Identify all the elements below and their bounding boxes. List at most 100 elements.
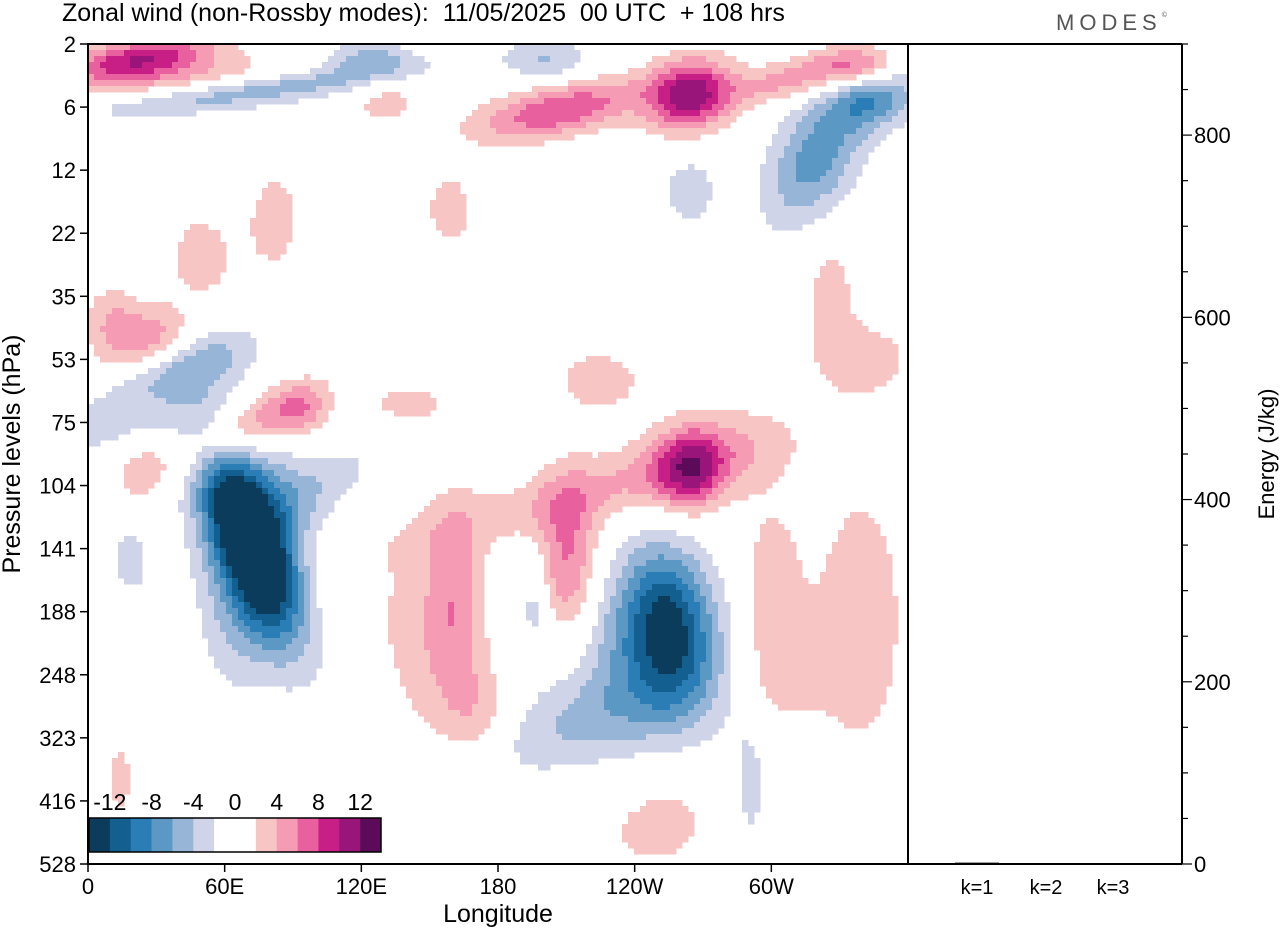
contour-cell [88, 314, 95, 321]
contour-cell [706, 50, 713, 57]
contour-cell [448, 524, 455, 531]
contour-cell [880, 536, 887, 543]
contour-cell [736, 416, 743, 423]
contour-cell [286, 560, 293, 567]
contour-cell [406, 62, 413, 69]
contour-cell [310, 398, 317, 405]
contour-cell [178, 428, 185, 435]
contour-cell [460, 194, 467, 201]
contour-cell [172, 404, 179, 411]
contour-cell [700, 50, 707, 57]
contour-cell [724, 110, 731, 117]
contour-cell [382, 62, 389, 69]
contour-cell [850, 326, 857, 333]
contour-cell [148, 476, 155, 483]
contour-cell [808, 140, 815, 147]
contour-cell [142, 338, 149, 345]
contour-cell [274, 224, 281, 231]
contour-cell [238, 542, 245, 549]
contour-cell [484, 116, 491, 123]
contour-cell [742, 452, 749, 459]
contour-cell [604, 602, 611, 609]
contour-cell [658, 122, 665, 129]
contour-cell [808, 110, 815, 117]
contour-cell [238, 566, 245, 573]
contour-cell [808, 152, 815, 159]
contour-cell [790, 176, 797, 183]
contour-cell [682, 212, 689, 219]
contour-cell [832, 146, 839, 153]
contour-cell [838, 188, 845, 195]
contour-cell [766, 584, 773, 591]
contour-cell [262, 212, 269, 219]
contour-cell [256, 476, 263, 483]
contour-cell [178, 110, 185, 117]
contour-cell [382, 74, 389, 81]
contour-cell [220, 386, 227, 393]
contour-cell [244, 104, 251, 111]
contour-cell [208, 548, 215, 555]
contour-cell [676, 566, 683, 573]
contour-cell [886, 110, 893, 117]
contour-cell [670, 200, 677, 207]
contour-cell [640, 578, 647, 585]
contour-cell [808, 146, 815, 153]
contour-cell [844, 44, 851, 51]
contour-cell [340, 464, 347, 471]
contour-cell [682, 80, 689, 87]
contour-cell [340, 62, 347, 69]
contour-cell [178, 248, 185, 255]
contour-cell [664, 620, 671, 627]
contour-cell [832, 332, 839, 339]
contour-cell [838, 194, 845, 201]
contour-cell [196, 476, 203, 483]
contour-cell [886, 98, 893, 105]
contour-cell [202, 254, 209, 261]
contour-cell [262, 584, 269, 591]
contour-cell [394, 602, 401, 609]
contour-cell [442, 530, 449, 537]
contour-cell [406, 608, 413, 615]
contour-cell [562, 56, 569, 63]
contour-cell [190, 404, 197, 411]
contour-cell [856, 170, 863, 177]
contour-cell [874, 548, 881, 555]
contour-cell [718, 500, 725, 507]
contour-cell [436, 206, 443, 213]
contour-cell [628, 104, 635, 111]
contour-cell [406, 542, 413, 549]
contour-cell [826, 182, 833, 189]
contour-cell [292, 470, 299, 477]
contour-cell [100, 68, 107, 75]
contour-cell [226, 590, 233, 597]
contour-cell [394, 626, 401, 633]
contour-cell [700, 452, 707, 459]
contour-cell [850, 590, 857, 597]
contour-cell [208, 44, 215, 51]
contour-cell [454, 584, 461, 591]
contour-cell [508, 110, 515, 117]
contour-cell [310, 542, 317, 549]
contour-cell [718, 578, 725, 585]
contour-cell [580, 566, 587, 573]
contour-cell [556, 98, 563, 105]
contour-cell [178, 392, 185, 399]
contour-cell [250, 92, 257, 99]
contour-cell [580, 500, 587, 507]
contour-cell [538, 476, 545, 483]
contour-cell [280, 530, 287, 537]
contour-cell [802, 158, 809, 165]
contour-cell [262, 524, 269, 531]
contour-cell [628, 80, 635, 87]
contour-cell [694, 458, 701, 465]
contour-cell [754, 434, 761, 441]
contour-cell [892, 110, 899, 117]
contour-cell [568, 92, 575, 99]
contour-cell [622, 116, 629, 123]
contour-cell [856, 584, 863, 591]
contour-cell [316, 68, 323, 75]
contour-cell [568, 476, 575, 483]
contour-cell [478, 608, 485, 615]
contour-cell [412, 572, 419, 579]
contour-cell [310, 524, 317, 531]
